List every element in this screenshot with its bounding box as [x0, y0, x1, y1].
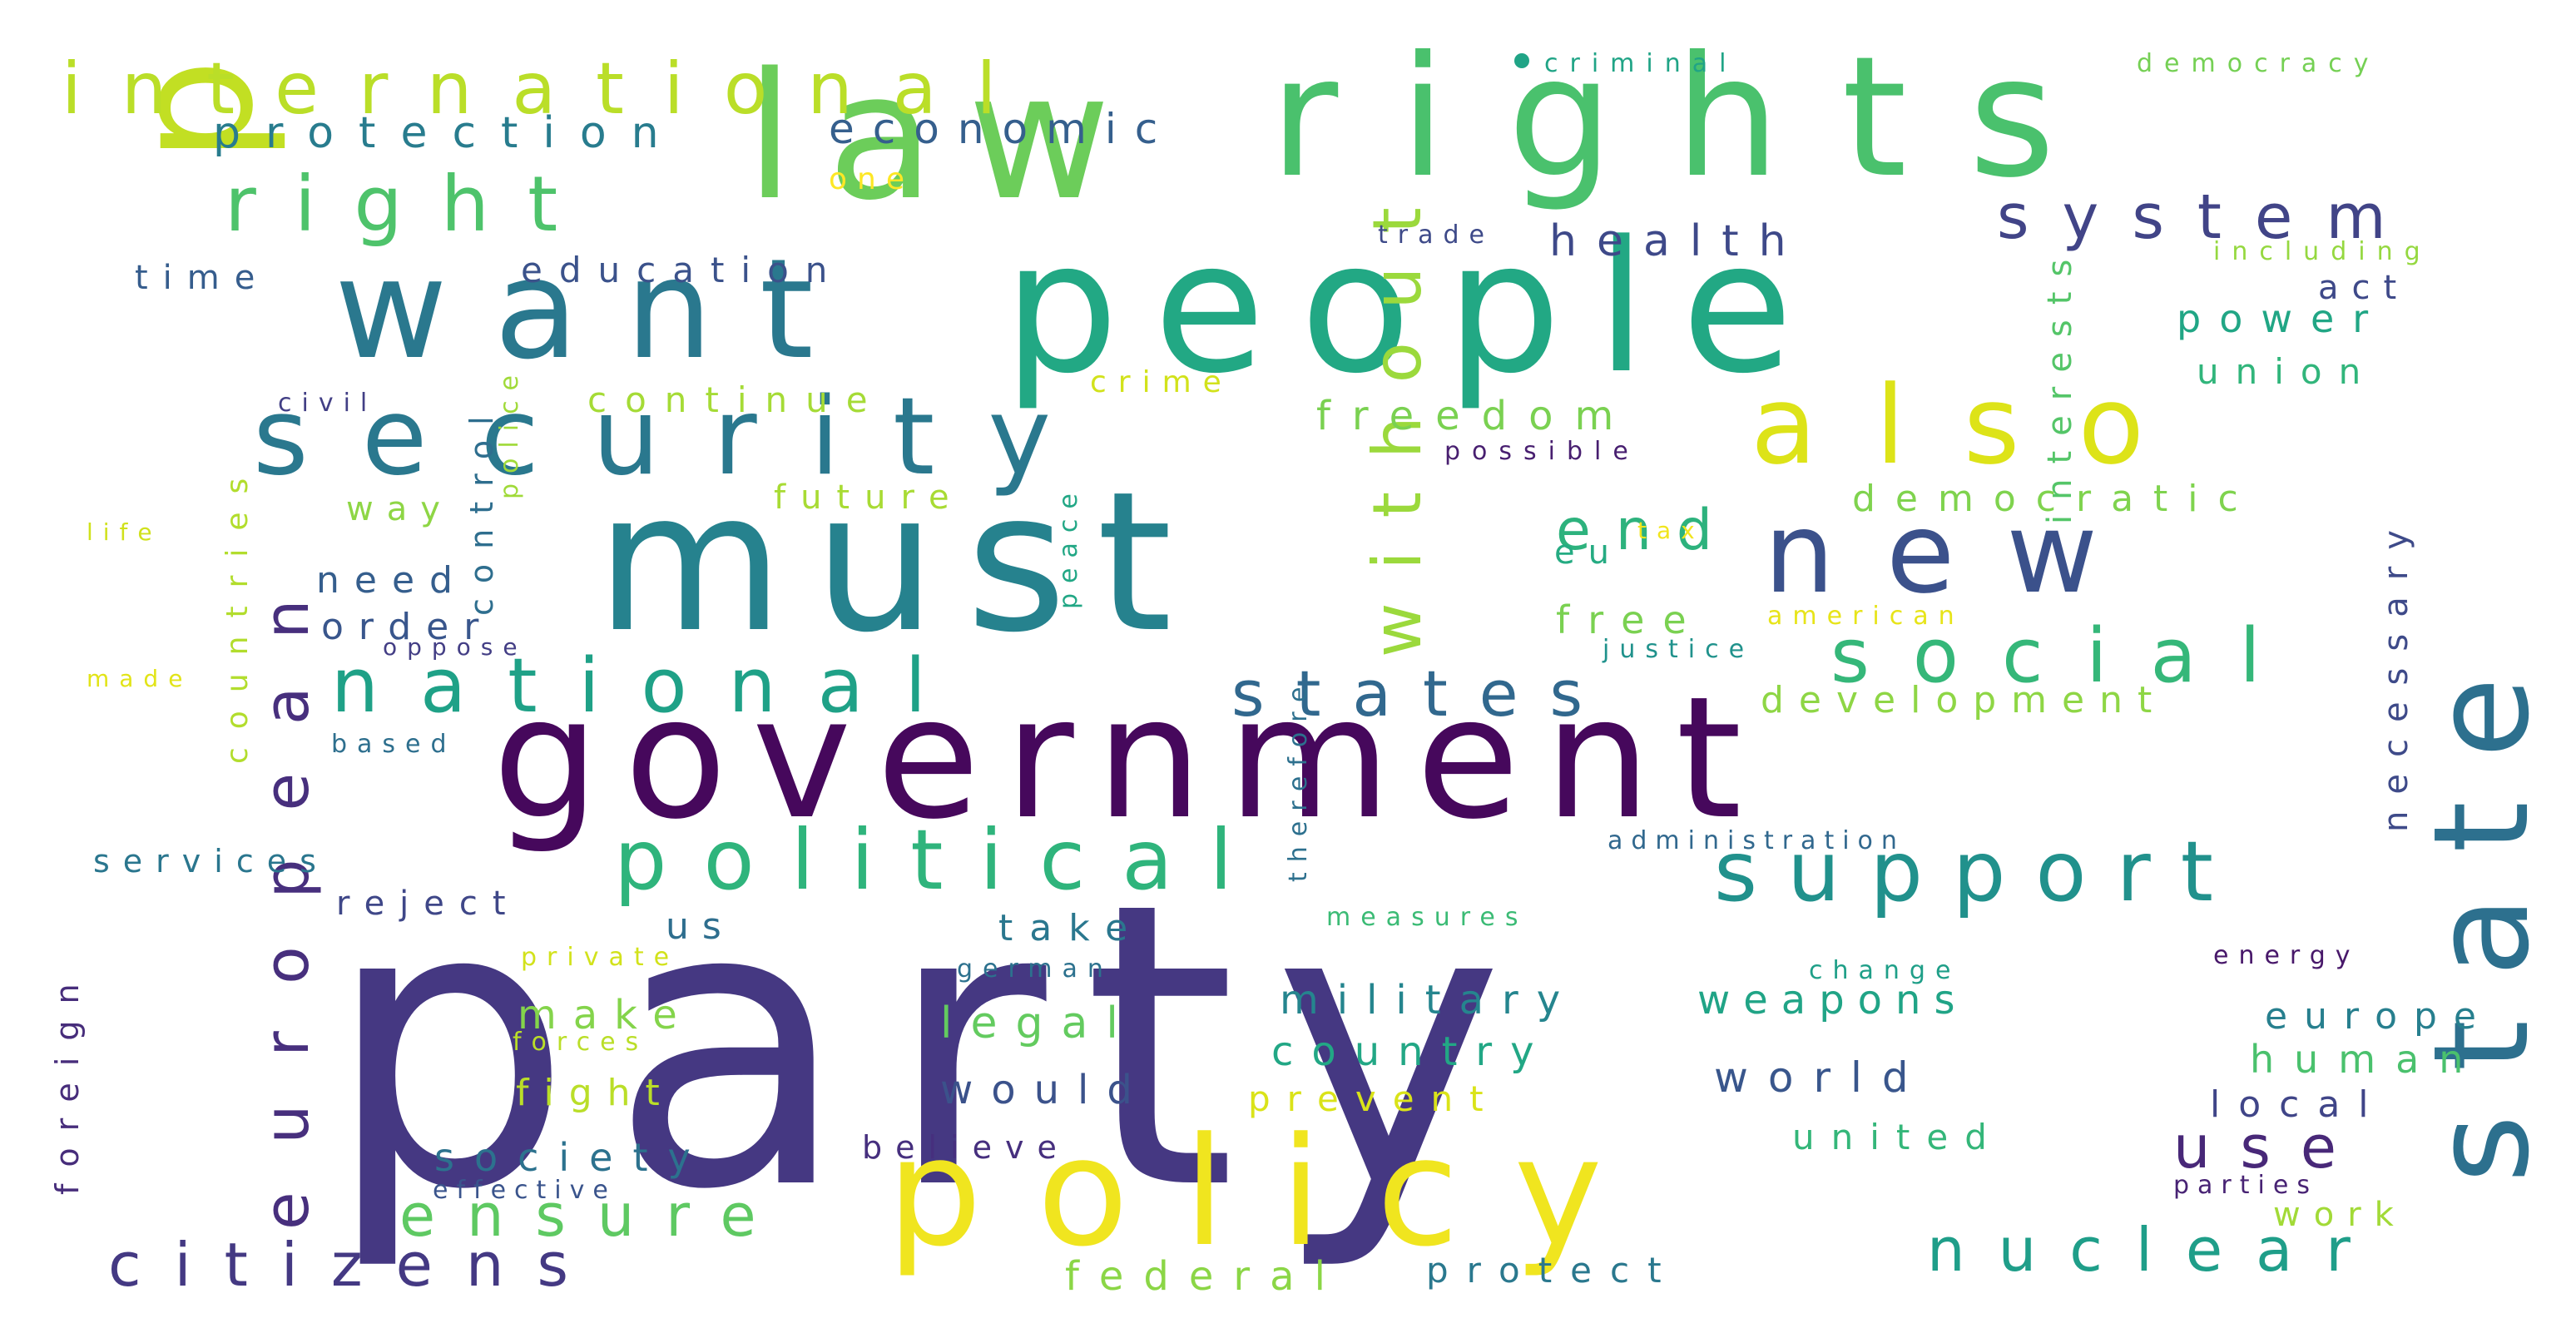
word-administration: administration [1608, 826, 1905, 855]
word-national: national [331, 642, 968, 730]
word-also: also [1751, 362, 2203, 488]
word-people: people [1003, 203, 1828, 414]
word-made: made [87, 665, 193, 692]
word-need: need [316, 559, 468, 602]
word-law: law [746, 35, 1144, 239]
word-life: life [87, 518, 162, 546]
word-take: take [998, 907, 1145, 949]
word-state: state [2405, 633, 2559, 1183]
word-eu: eu [1554, 533, 1622, 572]
word-peace: peace [1054, 483, 1083, 609]
word-health: health [1549, 216, 1806, 266]
word-trade: trade [1378, 221, 1494, 250]
word-protect: protect [1426, 1250, 1680, 1291]
word-countries: countries [220, 459, 255, 764]
word-reject: reject [336, 885, 521, 923]
word-measures: measures [1326, 903, 1528, 932]
word-new: new [1764, 488, 2149, 618]
word-citizens: citizens [108, 1230, 602, 1300]
word-energy: energy [2213, 941, 2361, 970]
word-justice: justice [1603, 635, 1755, 664]
word-economic: economic [829, 105, 1177, 153]
word-must: must [596, 450, 1202, 675]
word-country: country [1271, 1028, 1553, 1075]
word-future: future [774, 478, 964, 517]
word-make: make [518, 992, 694, 1038]
word-us: us [666, 905, 735, 948]
word-end: end [1556, 498, 1738, 563]
word-security: security [253, 375, 1105, 499]
word-weapons: weapons [1697, 977, 1969, 1023]
word-continue: continue [587, 379, 886, 420]
word-necessary: necessary [2377, 513, 2415, 832]
word-act: act [2318, 269, 2410, 307]
word-would: would [940, 1067, 1151, 1113]
word-international: international [62, 47, 1037, 131]
word-democratic: democratic [1852, 478, 2258, 520]
word-german: german [957, 954, 1113, 984]
word-forces: forces [513, 1028, 649, 1057]
word-legal: legal [940, 999, 1137, 1048]
word-control: control [463, 401, 500, 616]
word-nuclear: nuclear [1927, 1215, 2384, 1285]
word-ensure: ensure [399, 1182, 788, 1250]
word-therefore: therefore [1284, 676, 1313, 882]
word-human: human [2250, 1037, 2484, 1082]
word-democracy: democracy [2137, 49, 2380, 78]
word-military: military [1280, 977, 1579, 1023]
word-political: political [614, 811, 1270, 909]
word-united: united [1792, 1117, 2004, 1157]
word-parties: parties [2173, 1171, 2318, 1200]
word-world: world [1714, 1053, 1929, 1102]
word-local: local [2210, 1083, 2387, 1126]
word-support: support [1714, 823, 2243, 920]
word-order: order [321, 606, 494, 648]
word-europe: europe [2265, 995, 2493, 1038]
word-use: use [2173, 1113, 2366, 1182]
word-change: change [1809, 956, 1961, 985]
word-oppose: oppose [383, 633, 528, 661]
word-rights: rights [1270, 21, 2118, 215]
word-criminal: criminal [1544, 49, 1738, 78]
word-including: including [2213, 237, 2432, 266]
word-way: way [346, 490, 453, 528]
dot-mark [1514, 53, 1529, 68]
word-american: american [1767, 602, 1964, 631]
word-civil: civil [278, 389, 378, 418]
word-right: right [225, 160, 597, 249]
word-services: services [93, 843, 329, 880]
word-system: system [1997, 181, 2420, 253]
word-private: private [521, 943, 680, 972]
word-possible: possible [1444, 437, 1640, 466]
word-education: education [521, 250, 845, 290]
word-based: based [331, 730, 457, 759]
word-want: want [334, 230, 860, 390]
word-foreign: foreign [49, 967, 86, 1195]
word-one: one [829, 162, 914, 196]
word-work: work [2273, 1196, 2407, 1234]
word-fight: fight [516, 1072, 675, 1114]
word-social: social [1830, 612, 2304, 700]
word-federal: federal [1065, 1253, 1345, 1300]
word-protection: protection [213, 108, 684, 158]
word-effective: effective [433, 1176, 617, 1205]
word-prevent: prevent [1248, 1078, 1500, 1119]
word-states: states [1231, 657, 1615, 731]
word-power: power [2177, 296, 2387, 341]
word-european: european [251, 551, 323, 1230]
word-policy: policy [887, 1106, 1657, 1280]
word-union: union [2197, 351, 2378, 392]
word-free: free [1556, 597, 1705, 642]
word-party: party [324, 820, 1542, 1275]
word-time: time [135, 259, 270, 297]
word-tax: tax [1637, 517, 1705, 544]
word-crime: crime [1090, 365, 1233, 399]
word-government: government [493, 660, 1767, 856]
word-police: police [495, 364, 524, 499]
word-development: development [1761, 679, 2167, 721]
word-believe: believe [862, 1129, 1070, 1166]
word-freedom: freedom [1316, 393, 1636, 439]
word-society: society [434, 1135, 711, 1180]
